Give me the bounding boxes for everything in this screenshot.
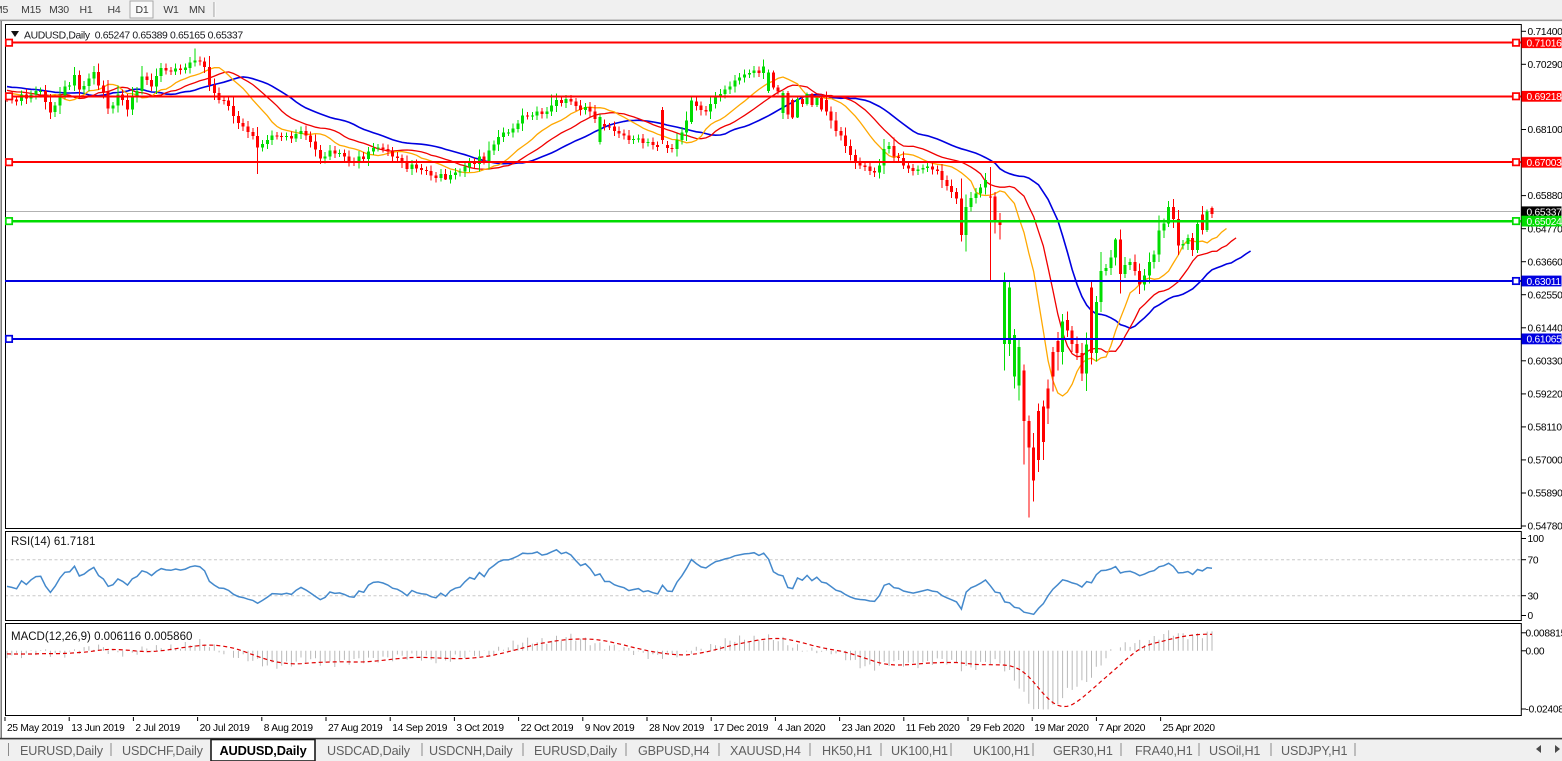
svg-text:H1: H1 (79, 4, 92, 16)
svg-text:0.57000: 0.57000 (1528, 456, 1562, 467)
svg-text:W1: W1 (163, 4, 179, 16)
svg-text:0.65337: 0.65337 (1527, 208, 1562, 219)
svg-text:M5: M5 (0, 4, 8, 16)
svg-text:30: 30 (1528, 591, 1539, 602)
svg-text:7 Apr 2020: 7 Apr 2020 (1098, 723, 1145, 734)
svg-text:USOil,H1: USOil,H1 (1209, 744, 1260, 758)
svg-text:13 Jun 2019: 13 Jun 2019 (71, 723, 125, 734)
svg-text:28 Nov 2019: 28 Nov 2019 (649, 723, 705, 734)
svg-text:8 Aug 2019: 8 Aug 2019 (264, 723, 314, 734)
svg-text:MN: MN (189, 4, 205, 16)
svg-text:11 Feb 2020: 11 Feb 2020 (906, 723, 960, 734)
svg-text:EURUSD,Daily: EURUSD,Daily (20, 744, 104, 758)
svg-text:0.58110: 0.58110 (1528, 423, 1562, 434)
svg-text:19 Mar 2020: 19 Mar 2020 (1034, 723, 1089, 734)
svg-text:AUDUSD,Daily: AUDUSD,Daily (219, 743, 307, 758)
svg-text:USDCNH,Daily: USDCNH,Daily (429, 744, 513, 758)
svg-text:23 Jan 2020: 23 Jan 2020 (842, 723, 896, 734)
svg-text:0.68100: 0.68100 (1528, 125, 1562, 136)
svg-text:14 Sep 2019: 14 Sep 2019 (392, 723, 448, 734)
svg-text:0.67003: 0.67003 (1527, 158, 1562, 169)
svg-text:0.008815: 0.008815 (1526, 628, 1562, 639)
svg-text:EURUSD,Daily: EURUSD,Daily (534, 744, 618, 758)
svg-text:UK100,H1: UK100,H1 (973, 744, 1030, 758)
svg-text:0.71016: 0.71016 (1527, 39, 1562, 50)
svg-text:0.64770: 0.64770 (1528, 224, 1562, 235)
svg-text:20 Jul 2019: 20 Jul 2019 (200, 723, 251, 734)
svg-text:0.55890: 0.55890 (1528, 489, 1562, 500)
svg-text:0.00: 0.00 (1526, 646, 1545, 657)
svg-text:0.54780: 0.54780 (1528, 522, 1562, 533)
svg-text:M15: M15 (21, 4, 41, 16)
svg-text:HK50,H1: HK50,H1 (822, 744, 872, 758)
svg-text:100: 100 (1528, 534, 1545, 545)
svg-text:0.59220: 0.59220 (1528, 390, 1562, 401)
svg-text:29 Feb 2020: 29 Feb 2020 (970, 723, 1025, 734)
svg-text:USDJPY,H1: USDJPY,H1 (1281, 744, 1347, 758)
svg-text:4 Jan 2020: 4 Jan 2020 (777, 723, 825, 734)
svg-text:0.65024: 0.65024 (1527, 217, 1562, 228)
svg-text:2 Jul 2019: 2 Jul 2019 (135, 723, 180, 734)
svg-text:0.63011: 0.63011 (1527, 277, 1562, 288)
svg-text:0.70290: 0.70290 (1528, 60, 1562, 71)
svg-text:0.63660: 0.63660 (1528, 257, 1562, 268)
svg-text:0.61440: 0.61440 (1528, 323, 1562, 334)
svg-text:H4: H4 (107, 4, 120, 16)
svg-text:RSI(14) 61.7181: RSI(14) 61.7181 (11, 536, 95, 548)
svg-text:17 Dec 2019: 17 Dec 2019 (713, 723, 769, 734)
svg-text:25 Apr 2020: 25 Apr 2020 (1163, 723, 1216, 734)
svg-text:USDCAD,Daily: USDCAD,Daily (327, 744, 411, 758)
svg-text:GBPUSD,H4: GBPUSD,H4 (638, 744, 710, 758)
svg-text:0.60330: 0.60330 (1528, 356, 1562, 367)
svg-text:XAUUSD,H4: XAUUSD,H4 (730, 744, 801, 758)
svg-text:UK100,H1: UK100,H1 (891, 744, 948, 758)
svg-text:0: 0 (1528, 611, 1534, 622)
svg-text:-0.02408: -0.02408 (1526, 705, 1562, 716)
svg-text:27 Aug 2019: 27 Aug 2019 (328, 723, 383, 734)
svg-text:9 Nov 2019: 9 Nov 2019 (585, 723, 635, 734)
svg-text:0.69218: 0.69218 (1527, 92, 1562, 103)
svg-text:22 Oct 2019: 22 Oct 2019 (521, 723, 574, 734)
svg-text:25 May 2019: 25 May 2019 (7, 723, 64, 734)
svg-text:AUDUSD,Daily 0.65247 0.65389: AUDUSD,Daily 0.65247 0.65389 0.65165 0.6… (24, 31, 243, 42)
svg-text:0.62550: 0.62550 (1528, 290, 1562, 301)
svg-text:D1: D1 (135, 4, 148, 16)
svg-text:0.65880: 0.65880 (1528, 191, 1562, 202)
svg-text:3 Oct 2019: 3 Oct 2019 (456, 723, 504, 734)
svg-text:M30: M30 (49, 4, 69, 16)
svg-text:0.61065: 0.61065 (1527, 335, 1562, 346)
svg-text:0.71400: 0.71400 (1528, 27, 1562, 38)
svg-text:MACD(12,26,9) 0.006116 0.00586: MACD(12,26,9) 0.006116 0.005860 (11, 631, 192, 643)
svg-text:FRA40,H1: FRA40,H1 (1135, 744, 1193, 758)
svg-text:USDCHF,Daily: USDCHF,Daily (122, 744, 204, 758)
svg-text:GER30,H1: GER30,H1 (1053, 744, 1113, 758)
svg-text:70: 70 (1528, 555, 1539, 566)
